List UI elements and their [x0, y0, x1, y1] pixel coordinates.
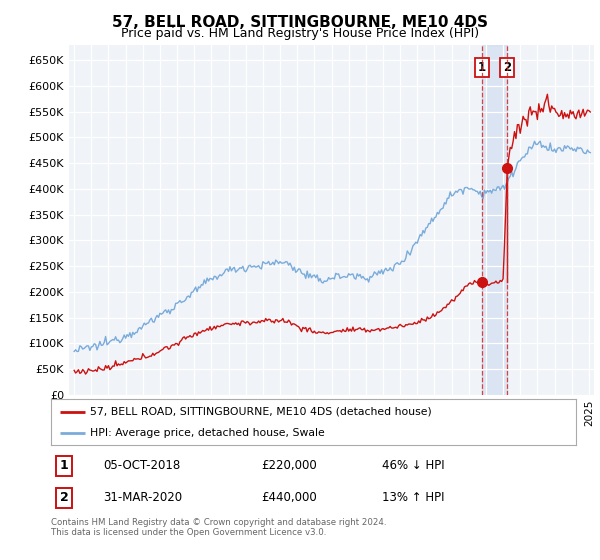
Text: 2: 2	[60, 491, 68, 505]
Text: 31-MAR-2020: 31-MAR-2020	[104, 491, 182, 505]
Text: 13% ↑ HPI: 13% ↑ HPI	[382, 491, 444, 505]
Bar	[482, 45, 508, 395]
Text: 46% ↓ HPI: 46% ↓ HPI	[382, 459, 445, 472]
Text: HPI: Average price, detached house, Swale: HPI: Average price, detached house, Swal…	[91, 428, 325, 438]
Text: 2: 2	[503, 60, 511, 73]
Text: Price paid vs. HM Land Registry's House Price Index (HPI): Price paid vs. HM Land Registry's House …	[121, 27, 479, 40]
Text: 05-OCT-2018: 05-OCT-2018	[104, 459, 181, 472]
Text: £220,000: £220,000	[261, 459, 317, 472]
Text: Contains HM Land Registry data © Crown copyright and database right 2024.
This d: Contains HM Land Registry data © Crown c…	[51, 518, 386, 538]
Text: 1: 1	[478, 60, 486, 73]
Text: 1: 1	[60, 459, 68, 472]
Text: £440,000: £440,000	[261, 491, 317, 505]
Text: 57, BELL ROAD, SITTINGBOURNE, ME10 4DS (detached house): 57, BELL ROAD, SITTINGBOURNE, ME10 4DS (…	[91, 407, 432, 417]
Text: 57, BELL ROAD, SITTINGBOURNE, ME10 4DS: 57, BELL ROAD, SITTINGBOURNE, ME10 4DS	[112, 15, 488, 30]
